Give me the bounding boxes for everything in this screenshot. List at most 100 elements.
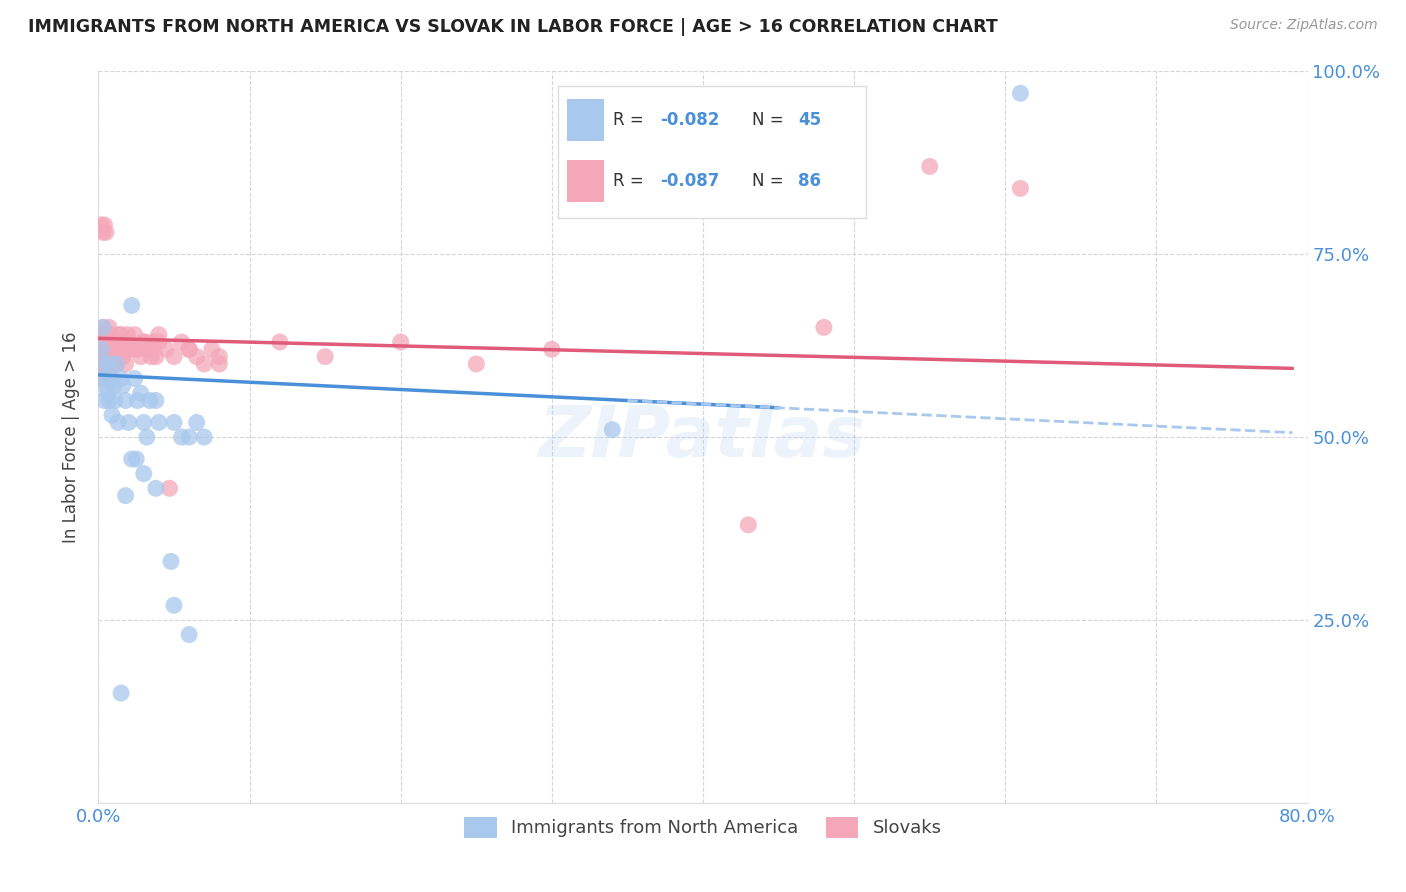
Point (170, 334, 193, 349)
Point (104, 343, 127, 357)
Point (110, 371, 132, 385)
Point (103, 334, 125, 349)
Point (114, 357, 136, 371)
Point (159, 481, 181, 495)
Point (155, 343, 177, 357)
Y-axis label: In Labor Force | Age > 16: In Labor Force | Age > 16 (62, 331, 80, 543)
Point (96, 350, 118, 364)
Point (103, 379, 125, 393)
Point (96, 386, 118, 401)
Point (90, 350, 112, 364)
Point (112, 343, 135, 357)
Point (186, 350, 208, 364)
Point (94, 343, 117, 357)
Point (160, 554, 183, 568)
Point (389, 334, 412, 349)
Point (104, 357, 127, 371)
Point (104, 350, 127, 364)
Point (115, 334, 138, 349)
Point (148, 334, 170, 349)
Point (110, 686, 132, 700)
Point (93, 393, 115, 408)
Point (91, 357, 114, 371)
Point (91, 343, 114, 357)
Point (98, 393, 121, 408)
Point (148, 416, 170, 430)
Point (132, 334, 155, 349)
Point (104, 393, 127, 408)
Point (101, 357, 124, 371)
Point (121, 298, 143, 312)
Point (179, 627, 201, 641)
Point (98, 357, 121, 371)
Point (145, 393, 167, 408)
Point (918, 160, 941, 174)
Point (110, 334, 132, 349)
Point (111, 350, 134, 364)
Point (89, 357, 111, 371)
Point (103, 334, 125, 349)
Point (737, 517, 759, 532)
Text: IMMIGRANTS FROM NORTH AMERICA VS SLOVAK IN LABOR FORCE | AGE > 16 CORRELATION CH: IMMIGRANTS FROM NORTH AMERICA VS SLOVAK … (28, 18, 998, 36)
Text: Source: ZipAtlas.com: Source: ZipAtlas.com (1230, 18, 1378, 32)
Point (179, 430, 201, 444)
Point (179, 343, 201, 357)
Point (118, 334, 141, 349)
Point (139, 343, 162, 357)
Point (103, 350, 125, 364)
Point (101, 343, 124, 357)
Point (201, 343, 224, 357)
Point (132, 334, 155, 349)
Point (94, 225, 117, 239)
Legend: Immigrants from North America, Slovaks: Immigrants from North America, Slovaks (457, 810, 949, 845)
Point (96, 334, 118, 349)
Point (100, 371, 122, 385)
Point (139, 393, 162, 408)
Point (98, 320, 121, 334)
Point (208, 350, 231, 364)
Point (111, 379, 134, 393)
Point (132, 467, 155, 481)
Point (101, 408, 124, 422)
Point (93, 218, 115, 232)
Point (96, 364, 118, 378)
Point (100, 327, 122, 342)
Point (98, 343, 121, 357)
Point (163, 350, 186, 364)
Point (125, 343, 148, 357)
Point (179, 343, 201, 357)
Point (91, 320, 114, 334)
Point (135, 343, 157, 357)
Point (89, 334, 111, 349)
Point (90, 218, 112, 232)
Point (124, 327, 146, 342)
Point (121, 343, 143, 357)
Point (132, 416, 155, 430)
Point (100, 364, 122, 378)
Point (145, 350, 167, 364)
Point (107, 350, 129, 364)
Point (100, 350, 122, 364)
Point (101, 343, 124, 357)
Text: ZIPatlas: ZIPatlas (540, 402, 866, 472)
Point (602, 423, 624, 437)
Point (115, 327, 138, 342)
Point (107, 334, 129, 349)
Point (127, 393, 149, 408)
Point (813, 320, 835, 334)
Point (269, 334, 291, 349)
Point (163, 416, 186, 430)
Point (465, 357, 488, 371)
Point (186, 416, 208, 430)
Point (94, 327, 117, 342)
Point (108, 327, 131, 342)
Point (163, 599, 186, 613)
Point (114, 393, 136, 408)
Point (135, 430, 157, 444)
Point (110, 327, 132, 342)
Point (105, 357, 128, 371)
Point (129, 386, 152, 401)
Point (105, 357, 128, 371)
Point (127, 343, 149, 357)
Point (1010, 181, 1032, 195)
